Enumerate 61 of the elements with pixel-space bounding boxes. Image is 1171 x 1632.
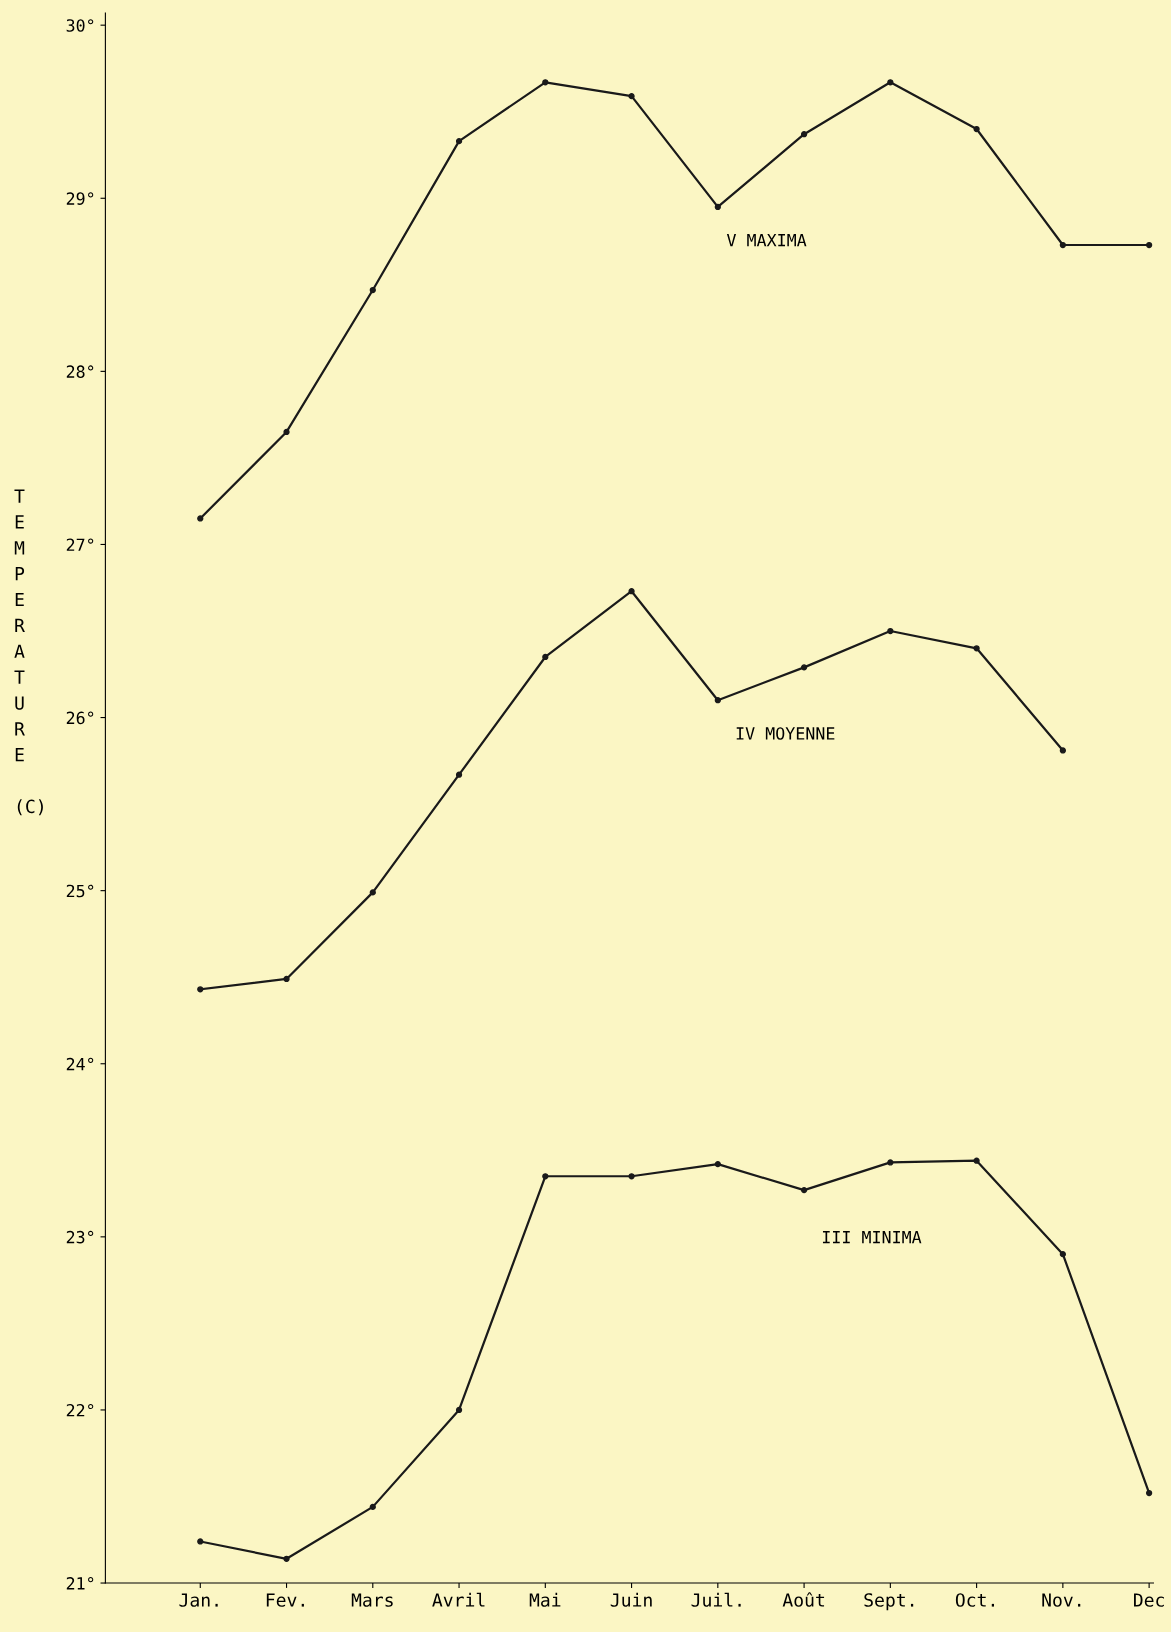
point: [887, 627, 894, 635]
point: [542, 1173, 549, 1180]
point: [369, 889, 376, 896]
y-tick-label: 22°: [66, 1403, 94, 1417]
point: [800, 664, 808, 671]
point: [1145, 1489, 1153, 1497]
point: [973, 645, 980, 652]
point: [369, 1503, 376, 1511]
x-tick-label: Fev.: [266, 1593, 304, 1607]
point: [628, 93, 635, 100]
point: [283, 975, 290, 983]
series-label: V MAXIMA: [726, 234, 807, 247]
point: [455, 138, 463, 145]
x-tick-label: Dec: [1134, 1593, 1164, 1607]
x-tick-label: Nov.: [1042, 1593, 1081, 1607]
x-tick-label: Jan.: [179, 1593, 218, 1607]
point: [973, 125, 980, 133]
point: [973, 1157, 980, 1164]
point: [887, 79, 894, 86]
y-tick-label: 25°: [66, 884, 94, 898]
point: [800, 131, 808, 138]
point: [1059, 241, 1066, 249]
point: [455, 1406, 463, 1414]
point: [714, 1161, 721, 1168]
y-tick-label: 29°: [66, 192, 94, 205]
x-tick-label: Sept.: [864, 1593, 914, 1611]
point: [197, 1538, 204, 1545]
x-tick-label: Avril: [432, 1592, 485, 1607]
y-tick-label: 28°: [66, 365, 94, 378]
text: TEMPERATURE (C): [14, 489, 43, 816]
point: [714, 203, 721, 211]
x-tick-label: Oct.: [955, 1593, 995, 1607]
point: [1145, 241, 1153, 249]
y-tick-label: 24°: [66, 1057, 94, 1071]
y-tick-label: 30°: [66, 19, 94, 32]
point: [455, 771, 463, 778]
point: [887, 1159, 894, 1166]
series-label: IV MOYENNE: [736, 727, 835, 740]
text: III MINIMA: [822, 1231, 922, 1244]
point: [628, 588, 635, 595]
x-tick-label: Mars: [351, 1593, 393, 1607]
point: [1059, 747, 1066, 754]
y-tick-label: 27°: [66, 538, 94, 551]
point: [800, 1186, 808, 1194]
x-tick-label: Mai: [529, 1592, 561, 1607]
point: [283, 1555, 290, 1562]
point: [197, 515, 204, 522]
point: [714, 697, 721, 704]
x-tick-label: Juil.: [691, 1592, 741, 1607]
point: [628, 1173, 635, 1180]
y-tick-label: 23°: [66, 1230, 94, 1244]
y-tick-label: 21°: [66, 1577, 94, 1590]
x-tick-label: Juin: [610, 1592, 652, 1607]
point: [369, 286, 376, 294]
point: [283, 428, 290, 436]
point: [197, 986, 204, 993]
point: [542, 79, 549, 86]
point: [1059, 1251, 1066, 1258]
point: [542, 653, 549, 661]
x-tick-label: Août: [782, 1592, 825, 1607]
y-tick-label: 26°: [66, 711, 94, 725]
